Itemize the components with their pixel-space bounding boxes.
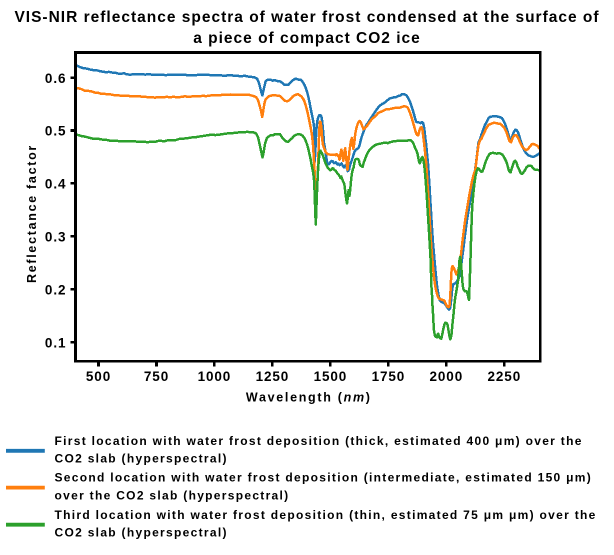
svg-text:500: 500 xyxy=(86,369,111,384)
svg-text:2000: 2000 xyxy=(429,369,463,384)
svg-text:CO2 slab (hyperspectral): CO2 slab (hyperspectral) xyxy=(55,452,228,466)
svg-text:0.3: 0.3 xyxy=(45,230,66,245)
svg-text:0.5: 0.5 xyxy=(45,124,66,139)
svg-text:2250: 2250 xyxy=(487,369,521,384)
svg-text:Reflectance factor: Reflectance factor xyxy=(25,144,39,283)
svg-text:1250: 1250 xyxy=(256,369,290,384)
svg-text:1750: 1750 xyxy=(372,369,406,384)
svg-text:a piece of compact CO2 ice: a piece of compact CO2 ice xyxy=(193,30,421,47)
svg-text:1000: 1000 xyxy=(198,369,232,384)
svg-text:CO2 slab (hyperspectral): CO2 slab (hyperspectral) xyxy=(55,526,228,540)
svg-text:0.2: 0.2 xyxy=(45,282,66,297)
svg-text:0.4: 0.4 xyxy=(45,177,66,192)
svg-text:0.6: 0.6 xyxy=(45,71,66,86)
svg-text:Wavelength (nm): Wavelength (nm) xyxy=(246,391,372,405)
svg-text:0.1: 0.1 xyxy=(45,335,66,350)
svg-text:Third location with water fros: Third location with water frost depositi… xyxy=(55,508,597,522)
svg-text:1500: 1500 xyxy=(314,369,348,384)
svg-text:Second location with water fro: Second location with water frost deposit… xyxy=(55,471,593,485)
svg-text:750: 750 xyxy=(144,369,169,384)
svg-text:over the CO2 slab (hyperspectr: over the CO2 slab (hyperspectral) xyxy=(55,489,290,503)
svg-text:VIS-NIR reflectance spectra of: VIS-NIR reflectance spectra of water fro… xyxy=(14,9,599,26)
svg-text:First location with water fros: First location with water frost depositi… xyxy=(55,434,583,448)
